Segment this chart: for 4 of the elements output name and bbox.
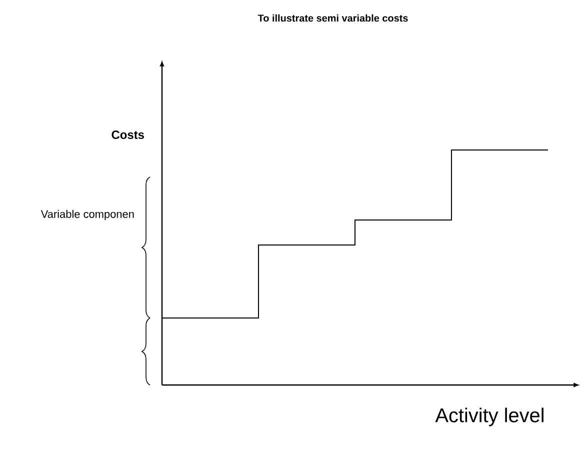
x-axis-title: Activity level — [435, 408, 544, 426]
chart-title: To illustrate semi variable costs — [258, 14, 408, 22]
y-axis-title: Costs — [112, 130, 144, 139]
text: Variable componen — [40, 210, 134, 220]
